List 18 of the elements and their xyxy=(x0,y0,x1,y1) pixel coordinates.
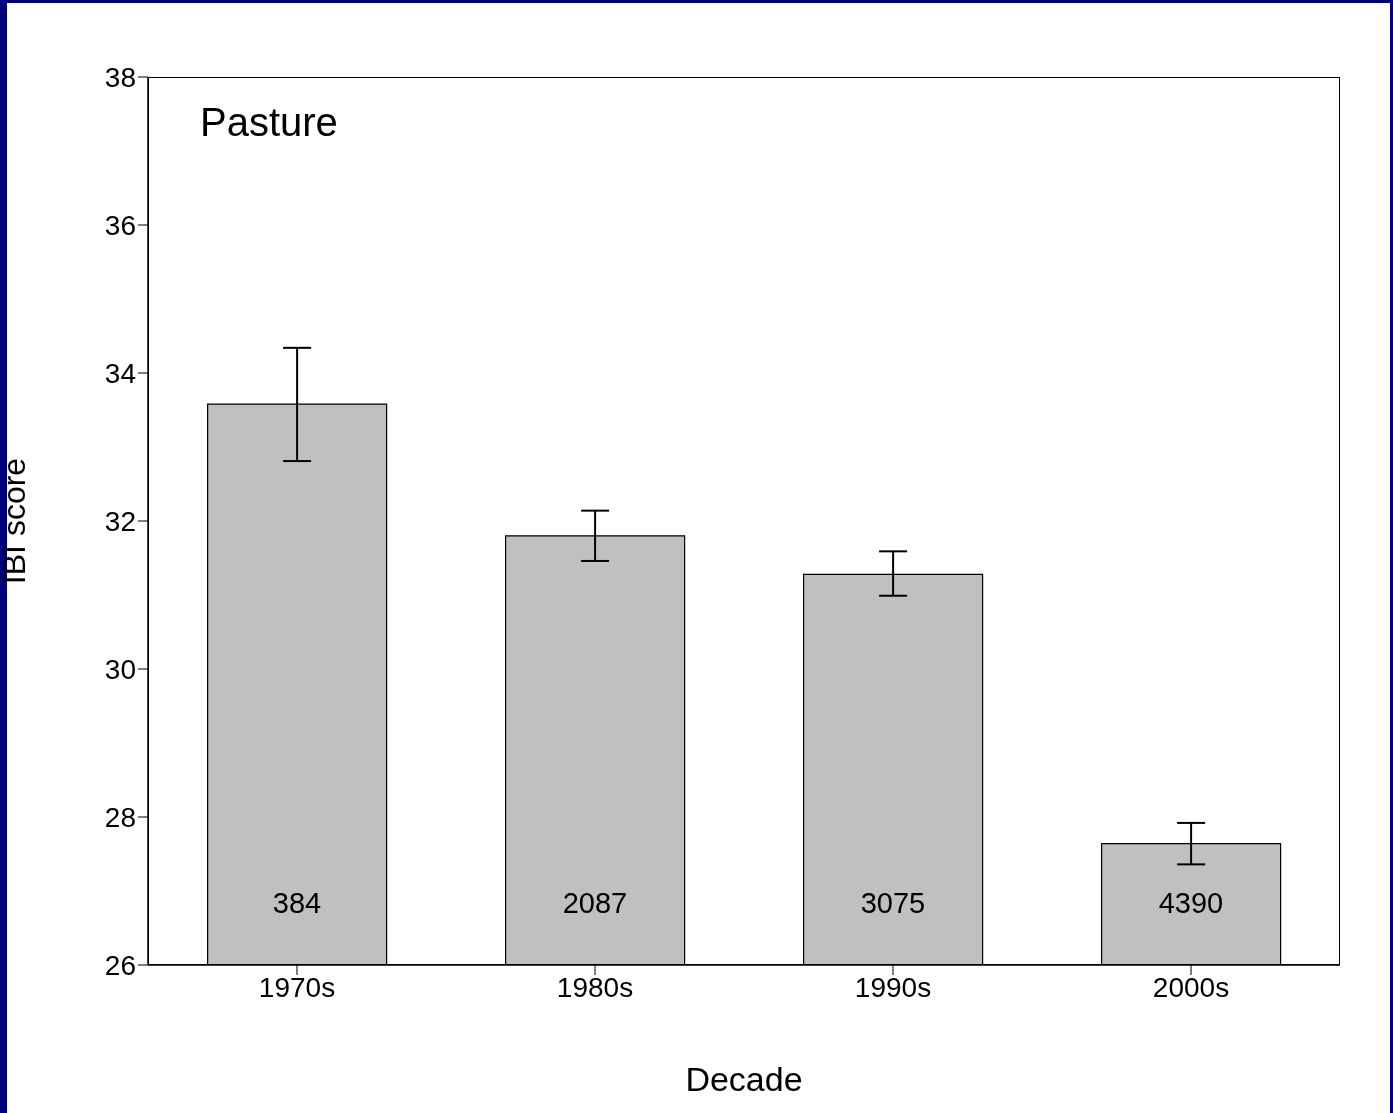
y-tick-label: 38 xyxy=(104,61,136,93)
annotation: 2087 xyxy=(562,887,628,919)
annotation: 3075 xyxy=(860,887,926,919)
annotation: 384 xyxy=(272,887,322,919)
annotation: Pasture xyxy=(200,100,338,144)
annotation: 4390 xyxy=(1158,887,1224,919)
y-axis-title: IBI score xyxy=(0,457,33,585)
y-tick-label: 32 xyxy=(104,505,136,537)
x-tick-label: 1990s xyxy=(854,971,932,1003)
y-tick-label: 36 xyxy=(104,209,136,241)
y-tick-label: 34 xyxy=(104,357,136,389)
y-tick-label: 30 xyxy=(104,653,136,685)
y-tick-label: 28 xyxy=(104,801,136,833)
x-tick-label: 1980s xyxy=(556,971,634,1003)
x-tick-label: 2000s xyxy=(1152,971,1230,1003)
x-axis-title: Decade xyxy=(685,1060,803,1098)
x-tick-label: 1970s xyxy=(258,971,336,1003)
y-tick-label: 26 xyxy=(104,949,136,981)
